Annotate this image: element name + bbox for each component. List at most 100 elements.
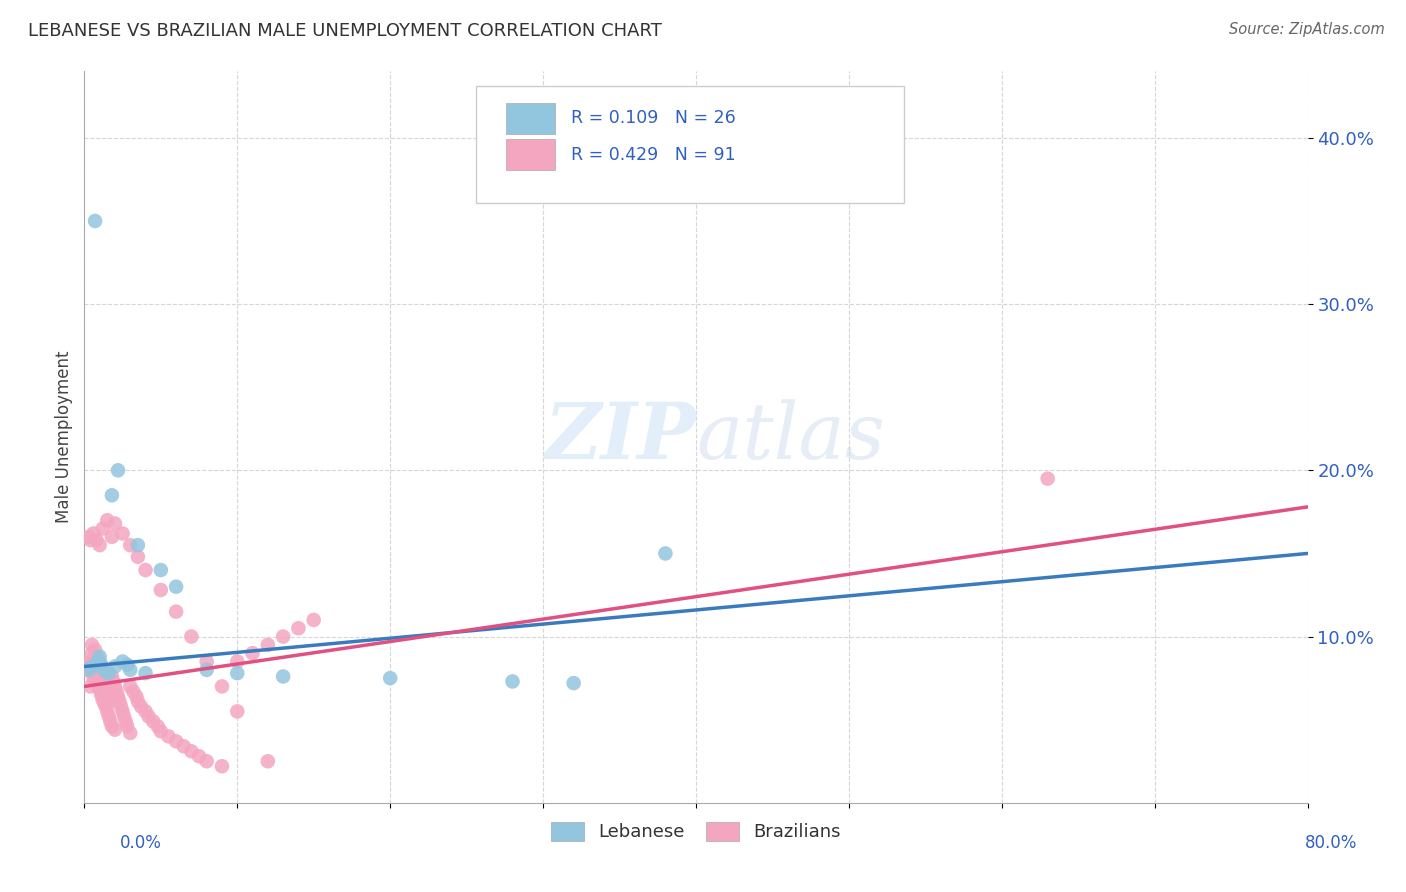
- Point: [87, 655, 110, 669]
- Text: ZIP: ZIP: [544, 399, 696, 475]
- Point: [127, 538, 149, 552]
- Point: [135, 563, 157, 577]
- Point: [127, 549, 149, 564]
- Point: [114, 714, 136, 729]
- Point: [226, 705, 249, 719]
- Point: [135, 705, 157, 719]
- Point: [91, 661, 114, 675]
- Point: [76, 663, 98, 677]
- Point: [86, 676, 108, 690]
- Y-axis label: Male Unemployment: Male Unemployment: [55, 351, 73, 524]
- Text: LEBANESE VS BRAZILIAN MALE UNEMPLOYMENT CORRELATION CHART: LEBANESE VS BRAZILIAN MALE UNEMPLOYMENT …: [28, 22, 662, 40]
- Point: [120, 680, 142, 694]
- Point: [87, 680, 110, 694]
- Point: [105, 684, 128, 698]
- FancyBboxPatch shape: [506, 139, 555, 170]
- Point: [127, 694, 149, 708]
- Point: [111, 526, 134, 541]
- Point: [79, 533, 101, 548]
- Point: [149, 563, 172, 577]
- Point: [138, 709, 160, 723]
- Legend: Lebanese, Brazilians: Lebanese, Brazilians: [544, 814, 848, 848]
- Point: [89, 682, 111, 697]
- Point: [104, 723, 127, 737]
- Point: [83, 653, 105, 667]
- Point: [122, 684, 145, 698]
- Point: [96, 705, 118, 719]
- Point: [226, 666, 249, 681]
- Text: 80.0%: 80.0%: [1305, 834, 1357, 852]
- Point: [77, 657, 100, 672]
- Text: R = 0.109   N = 26: R = 0.109 N = 26: [571, 109, 735, 128]
- Point: [115, 719, 138, 733]
- Point: [502, 674, 524, 689]
- Point: [135, 666, 157, 681]
- Point: [111, 655, 134, 669]
- Point: [94, 665, 117, 679]
- Point: [380, 671, 402, 685]
- Point: [101, 669, 124, 683]
- Point: [91, 669, 114, 683]
- Point: [89, 538, 111, 552]
- Point: [157, 729, 180, 743]
- Point: [87, 655, 110, 669]
- Point: [93, 674, 115, 689]
- Point: [84, 643, 107, 657]
- Point: [89, 649, 111, 664]
- Point: [226, 655, 249, 669]
- Point: [654, 546, 676, 560]
- Point: [79, 680, 101, 694]
- Point: [80, 659, 103, 673]
- Point: [302, 613, 325, 627]
- Point: [104, 680, 127, 694]
- Point: [89, 659, 111, 673]
- Point: [120, 663, 142, 677]
- Point: [287, 621, 309, 635]
- Point: [111, 705, 134, 719]
- Point: [146, 719, 169, 733]
- Point: [91, 521, 114, 535]
- Point: [86, 663, 108, 677]
- Point: [180, 630, 202, 644]
- FancyBboxPatch shape: [506, 103, 555, 134]
- Point: [165, 734, 187, 748]
- Point: [115, 657, 138, 672]
- Point: [93, 696, 115, 710]
- Point: [98, 714, 121, 729]
- Point: [195, 754, 218, 768]
- Point: [84, 671, 107, 685]
- Text: Source: ZipAtlas.com: Source: ZipAtlas.com: [1229, 22, 1385, 37]
- Point: [84, 214, 107, 228]
- Point: [101, 719, 124, 733]
- Point: [83, 666, 105, 681]
- Point: [96, 513, 118, 527]
- Point: [271, 669, 294, 683]
- Point: [188, 749, 211, 764]
- Point: [165, 580, 187, 594]
- Point: [94, 680, 117, 694]
- Point: [101, 488, 124, 502]
- Point: [195, 663, 218, 677]
- Point: [1036, 472, 1059, 486]
- Point: [80, 646, 103, 660]
- Point: [112, 709, 135, 723]
- Point: [97, 690, 120, 704]
- Point: [104, 516, 127, 531]
- Point: [211, 759, 233, 773]
- Point: [165, 605, 187, 619]
- Point: [120, 726, 142, 740]
- Point: [90, 688, 112, 702]
- Point: [107, 463, 129, 477]
- Point: [149, 724, 172, 739]
- Point: [101, 530, 124, 544]
- Point: [211, 680, 233, 694]
- Point: [86, 533, 108, 548]
- Point: [110, 699, 132, 714]
- Point: [562, 676, 585, 690]
- FancyBboxPatch shape: [475, 86, 904, 203]
- Point: [89, 655, 111, 669]
- Point: [97, 709, 120, 723]
- Point: [125, 690, 148, 704]
- Point: [83, 526, 105, 541]
- Point: [91, 692, 114, 706]
